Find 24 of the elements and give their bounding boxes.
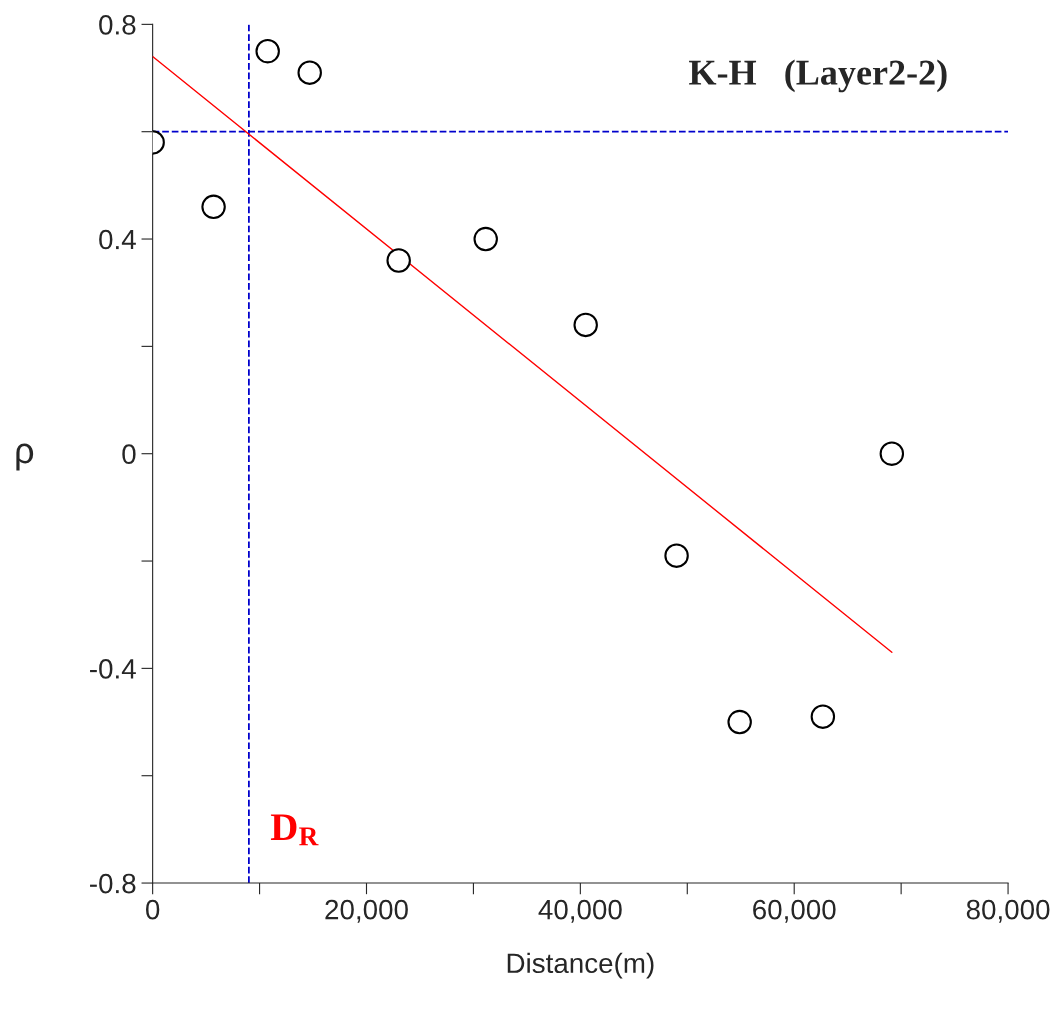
point [255,38,280,64]
text: K-H (Layer2-2) [689,59,947,93]
x-axis-title: Distance(m) [507,952,654,979]
point [473,226,498,252]
x-tick-label: 80,000 [966,899,1050,923]
point [573,312,598,338]
x-tick-label: 60,000 [753,899,836,923]
point [386,248,411,273]
y-axis-title: ρ [16,443,34,471]
point [727,709,752,735]
point [879,441,905,466]
x-tick-label: 40,000 [538,899,622,923]
point [201,194,226,220]
point [297,60,322,85]
point [664,543,689,568]
y-tick-label: 0.4 [99,229,136,250]
y-tick-label: 0.8 [99,15,136,35]
y-tick-label: 0 [122,444,136,465]
ref-line-label: D$_{R}$ [270,814,319,846]
point [810,704,836,729]
x-tick-label: 0 [146,899,160,920]
y-tick-label: -0.8 [90,873,136,894]
y-tick-label: -0.4 [90,659,136,679]
x-tick-label: 20,000 [325,899,408,923]
